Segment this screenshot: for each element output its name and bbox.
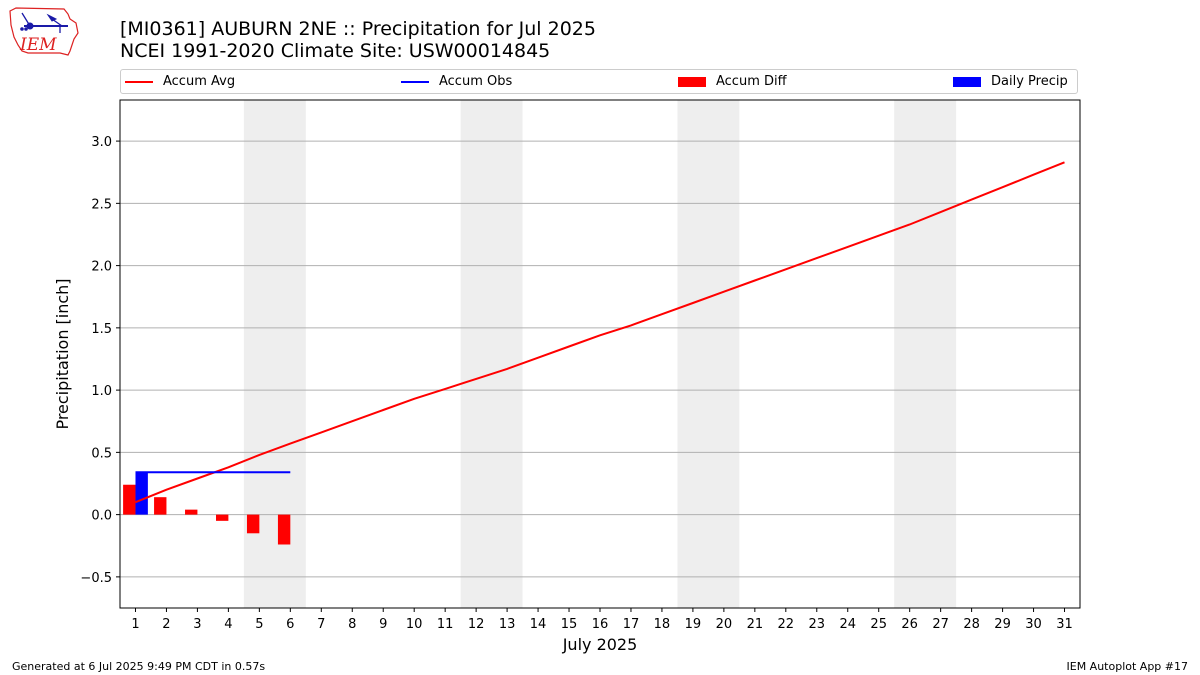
x-tick-label: 19	[685, 617, 702, 632]
x-tick-label: 8	[348, 617, 356, 632]
plot-frame	[119, 99, 1081, 609]
x-tick-label: 12	[468, 617, 485, 632]
x-tick-label: 28	[963, 617, 980, 632]
x-tick-label: 11	[437, 617, 454, 632]
x-tick-label: 10	[406, 617, 423, 632]
x-tick-label: 26	[901, 617, 918, 632]
x-tick-label: 9	[379, 617, 387, 632]
x-tick-label: 13	[499, 617, 516, 632]
y-tick-label: 1.5	[91, 322, 112, 337]
legend-item-accum-obs: Accum Obs	[401, 70, 512, 93]
legend-label: Accum Obs	[439, 74, 513, 89]
accum-diff-bar	[216, 514, 229, 521]
weekend-band	[894, 100, 957, 608]
x-tick-label: 20	[716, 617, 733, 632]
accum-avg-line	[135, 161, 1065, 504]
legend-swatch	[401, 80, 429, 83]
y-axis-label: Precipitation [inch]	[53, 278, 72, 429]
accum-diff-bar	[123, 484, 136, 515]
iowa-outline-icon	[9, 7, 79, 56]
x-tick-label: 22	[778, 617, 795, 632]
daily-precip-bar	[135, 472, 148, 515]
legend-item-daily-precip: Daily Precip	[953, 70, 1068, 93]
y-tick-label: 0.5	[91, 446, 112, 461]
x-tick-label: 23	[809, 617, 826, 632]
legend-label: Daily Precip	[991, 74, 1068, 89]
x-tick-label: 27	[932, 617, 949, 632]
y-tick-label: 2.0	[91, 260, 112, 275]
legend-swatch	[953, 76, 981, 87]
x-axis-label: July 2025	[562, 635, 638, 654]
x-tick-label: 31	[1056, 617, 1073, 632]
generated-timestamp: Generated at 6 Jul 2025 9:49 PM CDT in 0…	[12, 660, 266, 673]
y-tick-label: 0.0	[91, 509, 112, 524]
legend-item-accum-diff: Accum Diff	[678, 70, 787, 93]
y-tick-label: 2.5	[91, 197, 112, 212]
y-tick-label: 1.0	[91, 384, 112, 399]
x-tick-label: 5	[255, 617, 263, 632]
y-tick-label: −0.5	[80, 571, 112, 586]
app-credit: IEM Autoplot App #17	[1066, 660, 1189, 673]
legend-label: Accum Diff	[716, 74, 787, 89]
weekend-band	[677, 100, 740, 608]
x-tick-label: 4	[224, 617, 232, 632]
x-tick-label: 14	[530, 617, 547, 632]
x-tick-label: 29	[994, 617, 1011, 632]
x-tick-label: 16	[592, 617, 609, 632]
x-tick-label: 30	[1025, 617, 1042, 632]
logo-text: IEM	[19, 35, 57, 55]
x-tick-label: 3	[193, 617, 201, 632]
legend-swatch	[678, 76, 706, 87]
accum-diff-bar	[277, 514, 291, 545]
x-tick-label: 25	[870, 617, 887, 632]
iem-logo: IEM	[8, 5, 82, 59]
x-tick-label: 1	[131, 617, 139, 632]
x-tick-label: 21	[747, 617, 764, 632]
accum-diff-bar	[246, 514, 260, 534]
x-tick-label: 7	[317, 617, 325, 632]
legend-label: Accum Avg	[163, 74, 236, 89]
legend-swatch	[125, 80, 153, 83]
chart-legend: Accum Avg Accum Obs Accum Diff Daily Pre…	[120, 69, 1078, 94]
legend-item-accum-avg: Accum Avg	[125, 70, 235, 93]
weekend-band	[460, 100, 523, 608]
x-tick-label: 15	[561, 617, 578, 632]
weather-station-icon	[20, 12, 68, 33]
x-tick-label: 17	[623, 617, 640, 632]
x-tick-label: 2	[162, 617, 170, 632]
accum-diff-bar	[154, 497, 167, 515]
x-tick-label: 6	[286, 617, 294, 632]
chart-subtitle: NCEI 1991-2020 Climate Site: USW00014845	[120, 40, 551, 62]
y-tick-label: 3.0	[91, 135, 112, 150]
accum-diff-bar	[185, 509, 198, 515]
x-tick-label: 18	[654, 617, 671, 632]
x-tick-label: 24	[839, 617, 856, 632]
chart-title: [MI0361] AUBURN 2NE :: Precipitation for…	[120, 18, 596, 40]
